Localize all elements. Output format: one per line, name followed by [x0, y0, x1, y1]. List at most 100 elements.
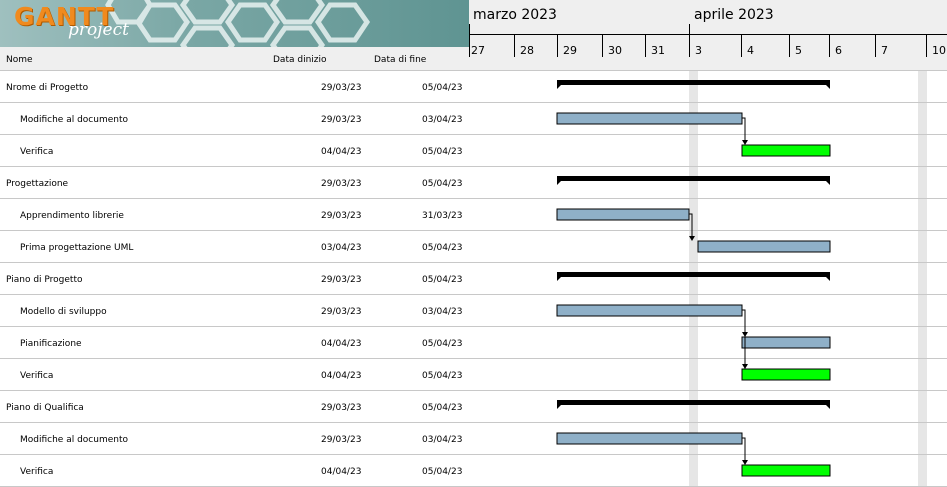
column-header-end[interactable]: Data di fine — [374, 55, 427, 65]
task-end-date[interactable]: 05/04/23 — [422, 275, 463, 285]
task-row[interactable]: Progettazione 29/03/23 05/04/23 — [0, 167, 947, 199]
task-name[interactable]: Prima progettazione UML — [20, 243, 134, 253]
hexagon-pattern-icon — [105, 0, 371, 47]
task-name[interactable]: Nrome di Progetto — [6, 83, 89, 93]
month-tick — [689, 24, 690, 34]
column-header-name[interactable]: Nome — [6, 55, 33, 65]
task-bar[interactable] — [697, 240, 831, 253]
day-tick — [557, 35, 558, 57]
task-row[interactable]: Prima progettazione UML 03/04/23 05/04/23 — [0, 231, 947, 263]
task-bar[interactable] — [741, 144, 831, 157]
task-bar[interactable] — [741, 464, 831, 477]
task-name[interactable]: Verifica — [20, 147, 54, 157]
day-label: 31 — [651, 44, 665, 57]
day-label: 7 — [881, 44, 888, 57]
task-start-date[interactable]: 04/04/23 — [321, 371, 362, 381]
task-end-date[interactable]: 05/04/23 — [422, 83, 463, 93]
task-row[interactable]: Pianificazione 04/04/23 05/04/23 — [0, 327, 947, 359]
day-tick — [514, 35, 515, 57]
day-label: 10 — [932, 44, 946, 57]
task-bar[interactable] — [556, 208, 690, 221]
month-label-april: aprile 2023 — [694, 7, 774, 23]
task-name[interactable]: Verifica — [20, 371, 54, 381]
task-end-date[interactable]: 05/04/23 — [422, 403, 463, 413]
day-label: 3 — [695, 44, 702, 57]
task-bar[interactable] — [741, 336, 831, 349]
task-name[interactable]: Piano di Qualifica — [6, 403, 84, 413]
task-row[interactable]: Apprendimento librerie 29/03/23 31/03/23 — [0, 199, 947, 231]
day-tick — [689, 35, 690, 57]
task-start-date[interactable]: 04/04/23 — [321, 147, 362, 157]
logo-brand: GANTT — [14, 2, 115, 31]
task-start-date[interactable]: 04/04/23 — [321, 339, 362, 349]
task-name[interactable]: Apprendimento librerie — [20, 211, 124, 221]
day-label: 6 — [835, 44, 842, 57]
dependency-arrowhead — [742, 140, 748, 145]
task-start-date[interactable]: 29/03/23 — [321, 435, 362, 445]
dependency-line — [742, 117, 746, 142]
day-tick — [926, 35, 927, 57]
task-end-date[interactable]: 31/03/23 — [422, 211, 463, 221]
month-tick — [469, 24, 470, 34]
task-name[interactable]: Verifica — [20, 467, 54, 477]
day-label: 28 — [520, 44, 534, 57]
day-tick — [645, 35, 646, 57]
gantt-project-logo: GANTT project — [0, 0, 469, 47]
day-label: 27 — [471, 44, 485, 57]
task-end-date[interactable]: 03/04/23 — [422, 435, 463, 445]
dependency-arrowhead — [742, 364, 748, 369]
task-name[interactable]: Modifiche al documento — [20, 115, 128, 125]
timeline-header: marzo 2023 aprile 2023 27 28 29 30 31 3 4 5 6 7 10 — [469, 0, 947, 71]
task-bar[interactable] — [741, 368, 831, 381]
task-bar[interactable] — [556, 112, 743, 125]
task-bar[interactable] — [556, 432, 743, 445]
task-end-date[interactable]: 03/04/23 — [422, 115, 463, 125]
gantt-chart[interactable] — [469, 71, 947, 487]
month-divider — [469, 34, 947, 35]
day-tick — [789, 35, 790, 57]
task-name[interactable]: Pianificazione — [20, 339, 82, 349]
task-row[interactable]: Piano di Progetto 29/03/23 05/04/23 — [0, 263, 947, 295]
day-tick — [875, 35, 876, 57]
day-tick — [469, 35, 470, 57]
dependency-line — [742, 309, 746, 366]
task-row[interactable]: Verifica 04/04/23 05/04/23 — [0, 359, 947, 391]
summary-bar[interactable] — [557, 80, 830, 89]
task-start-date[interactable]: 03/04/23 — [321, 243, 362, 253]
task-start-date[interactable]: 29/03/23 — [321, 275, 362, 285]
month-label-march: marzo 2023 — [473, 7, 557, 23]
day-label: 4 — [747, 44, 754, 57]
dependency-line — [742, 437, 746, 462]
task-end-date[interactable]: 05/04/23 — [422, 243, 463, 253]
task-end-date[interactable]: 05/04/23 — [422, 147, 463, 157]
task-end-date[interactable]: 05/04/23 — [422, 467, 463, 477]
weekend-shade — [689, 71, 698, 487]
task-start-date[interactable]: 04/04/23 — [321, 467, 362, 477]
task-start-date[interactable]: 29/03/23 — [321, 115, 362, 125]
summary-bar[interactable] — [557, 272, 830, 281]
task-end-date[interactable]: 05/04/23 — [422, 339, 463, 349]
task-start-date[interactable]: 29/03/23 — [321, 83, 362, 93]
task-table-header: Nome Data dinizio Data di fine — [0, 47, 469, 71]
task-name[interactable]: Piano di Progetto — [6, 275, 83, 285]
column-header-start[interactable]: Data dinizio — [273, 55, 327, 65]
task-start-date[interactable]: 29/03/23 — [321, 179, 362, 189]
task-row[interactable]: Verifica 04/04/23 05/04/23 — [0, 135, 947, 167]
task-name[interactable]: Progettazione — [6, 179, 69, 189]
task-start-date[interactable]: 29/03/23 — [321, 307, 362, 317]
task-start-date[interactable]: 29/03/23 — [321, 403, 362, 413]
task-row[interactable]: Nrome di Progetto 29/03/23 05/04/23 — [0, 71, 947, 103]
task-row[interactable]: Modello di sviluppo 29/03/23 03/04/23 — [0, 295, 947, 327]
summary-bar[interactable] — [557, 400, 830, 409]
task-end-date[interactable]: 03/04/23 — [422, 307, 463, 317]
task-row[interactable]: Piano di Qualifica 29/03/23 05/04/23 — [0, 391, 947, 423]
task-bar[interactable] — [556, 304, 743, 317]
task-end-date[interactable]: 05/04/23 — [422, 179, 463, 189]
task-row[interactable]: Modifiche al documento 29/03/23 03/04/23 — [0, 103, 947, 135]
task-name[interactable]: Modifiche al documento — [20, 435, 128, 445]
task-start-date[interactable]: 29/03/23 — [321, 211, 362, 221]
task-row[interactable]: Modifiche al documento 29/03/23 03/04/23 — [0, 423, 947, 455]
task-end-date[interactable]: 05/04/23 — [422, 371, 463, 381]
summary-bar[interactable] — [557, 176, 830, 185]
task-name[interactable]: Modello di sviluppo — [20, 307, 107, 317]
